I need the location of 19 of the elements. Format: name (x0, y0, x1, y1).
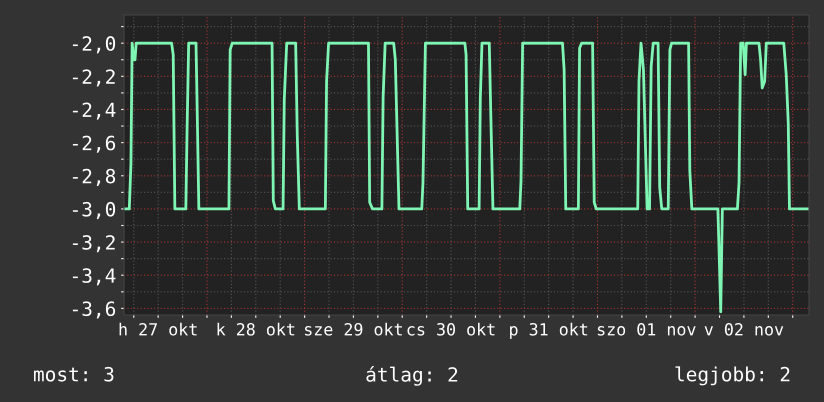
y-tick-label: -2,8 (72, 168, 116, 186)
y-tick-label: -3,4 (72, 268, 116, 286)
y-tick-label: -2,6 (72, 136, 116, 153)
text: legjobb: 2 (675, 366, 790, 386)
y-tick-label: -2,4 (72, 102, 116, 120)
x-tick-label: sze 29 okt (304, 322, 402, 336)
y-tick-label: -2,2 (72, 69, 115, 86)
y-tick-label: -3,2 (72, 235, 115, 252)
x-tick-label: szo 01 nov (598, 323, 696, 336)
x-tick-label: v 02 nov (704, 323, 784, 336)
x-tick-label: cs 30 okt (407, 322, 495, 336)
y-tick-label: -3,0 (72, 202, 116, 220)
x-tick-label: k 28 okt (218, 322, 294, 336)
x-tick-label: p 31 okt (510, 322, 588, 339)
y-tick-label: -2,0 (72, 36, 116, 54)
y-tick-label: -3,6 (72, 301, 116, 319)
text: most: 3 (34, 366, 114, 382)
x-tick-label: h 27 okt (120, 322, 197, 336)
text: átlag: 2 (366, 366, 458, 386)
